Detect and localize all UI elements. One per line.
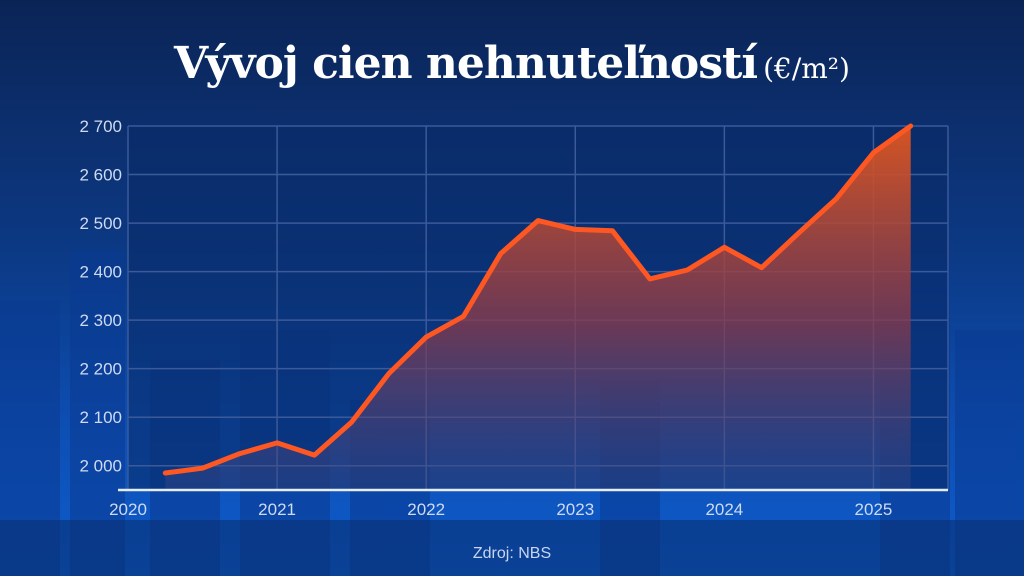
x-tick-label: 2025 (855, 500, 893, 519)
title-unit: (€/m²) (763, 52, 850, 85)
source-note: Zdroj: NBS (472, 545, 552, 562)
y-tick-label: 2 200 (79, 360, 122, 379)
x-tick-label: 2020 (109, 500, 147, 519)
x-tick-label: 2024 (705, 500, 743, 519)
series-line (162, 123, 914, 476)
area-fill (165, 126, 911, 490)
y-tick-label: 2 300 (79, 311, 122, 330)
chart-title: Vývoj cien nehnuteľností (€/m²) (0, 38, 1024, 89)
x-tick-label: 2021 (258, 500, 296, 519)
y-tick-label: 2 600 (79, 166, 122, 185)
title-main: Vývoj cien nehnuteľností (174, 38, 758, 89)
x-tick-label: 2022 (407, 500, 445, 519)
y-tick-label: 2 500 (79, 214, 122, 233)
y-tick-label: 2 400 (79, 263, 122, 282)
y-tick-label: 2 100 (79, 408, 122, 427)
x-tick-label: 2023 (556, 500, 594, 519)
y-tick-label: 2 000 (79, 457, 122, 476)
y-tick-label: 2 700 (79, 117, 122, 136)
